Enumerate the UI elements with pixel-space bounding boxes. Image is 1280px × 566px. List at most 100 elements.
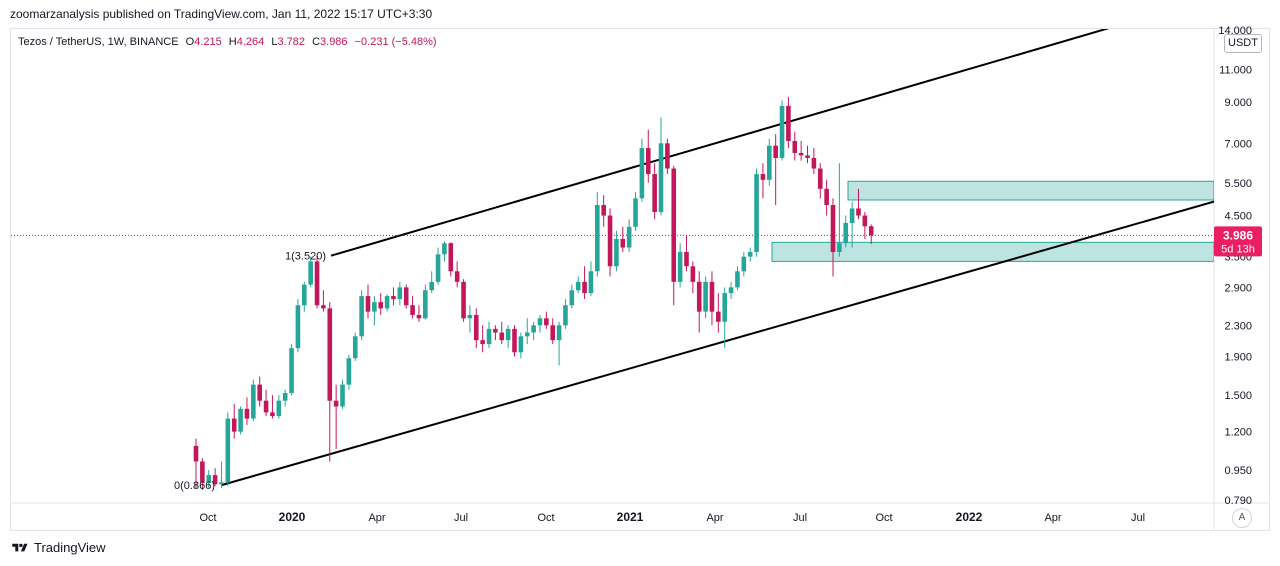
candle[interactable] bbox=[773, 134, 778, 206]
candle[interactable] bbox=[741, 252, 747, 277]
candle[interactable] bbox=[779, 100, 785, 161]
candle[interactable] bbox=[518, 332, 524, 359]
candle[interactable] bbox=[760, 163, 766, 199]
candle[interactable] bbox=[429, 271, 434, 294]
candle[interactable] bbox=[512, 325, 517, 357]
candle[interactable] bbox=[703, 276, 708, 319]
candle[interactable] bbox=[868, 224, 874, 244]
channel-lower-line[interactable] bbox=[221, 200, 1214, 486]
candle[interactable] bbox=[805, 145, 810, 164]
candle[interactable] bbox=[582, 266, 587, 300]
candle[interactable] bbox=[786, 96, 791, 149]
candle[interactable] bbox=[467, 305, 473, 333]
candle[interactable] bbox=[295, 299, 301, 353]
candle[interactable] bbox=[633, 191, 638, 231]
candle[interactable] bbox=[384, 294, 390, 312]
candle[interactable] bbox=[410, 296, 415, 319]
candle[interactable] bbox=[359, 290, 364, 341]
candle[interactable] bbox=[658, 117, 664, 216]
candle[interactable] bbox=[588, 261, 594, 297]
candle[interactable] bbox=[289, 344, 294, 396]
candle[interactable] bbox=[722, 287, 728, 349]
candle[interactable] bbox=[607, 208, 613, 277]
candle[interactable] bbox=[652, 163, 657, 220]
candle[interactable] bbox=[824, 179, 829, 216]
candle[interactable] bbox=[391, 287, 396, 306]
candle[interactable] bbox=[837, 163, 842, 257]
candle[interactable] bbox=[767, 138, 772, 186]
candle[interactable] bbox=[856, 188, 861, 220]
candle[interactable] bbox=[798, 141, 804, 161]
candle[interactable] bbox=[200, 458, 205, 490]
candle[interactable] bbox=[480, 325, 485, 353]
candle[interactable] bbox=[556, 321, 562, 366]
candle[interactable] bbox=[454, 261, 460, 288]
candle[interactable] bbox=[811, 148, 817, 175]
candle[interactable] bbox=[493, 325, 498, 341]
candle[interactable] bbox=[575, 276, 581, 294]
candle[interactable] bbox=[219, 461, 224, 489]
candle[interactable] bbox=[862, 211, 868, 239]
candle[interactable] bbox=[442, 241, 447, 262]
candle[interactable] bbox=[626, 219, 632, 253]
candle[interactable] bbox=[321, 290, 326, 312]
candle[interactable] bbox=[378, 293, 384, 315]
candle[interactable] bbox=[709, 271, 715, 326]
candle[interactable] bbox=[308, 256, 313, 288]
candle[interactable] bbox=[690, 261, 696, 294]
candle[interactable] bbox=[461, 279, 466, 322]
candle[interactable] bbox=[537, 314, 543, 333]
currency-button[interactable]: USDT bbox=[1224, 34, 1262, 53]
candle[interactable] bbox=[620, 226, 626, 253]
candle[interactable] bbox=[193, 438, 199, 489]
candle[interactable] bbox=[333, 384, 339, 449]
candle[interactable] bbox=[423, 284, 428, 320]
candle[interactable] bbox=[747, 247, 753, 262]
candle[interactable] bbox=[257, 376, 262, 407]
auto-scale-button[interactable]: A bbox=[1232, 508, 1252, 528]
candle[interactable] bbox=[849, 201, 855, 248]
candle[interactable] bbox=[684, 234, 689, 272]
candle[interactable] bbox=[231, 404, 237, 439]
candle[interactable] bbox=[830, 198, 836, 277]
candle[interactable] bbox=[435, 247, 441, 285]
candle[interactable] bbox=[677, 243, 683, 288]
candle[interactable] bbox=[595, 191, 600, 277]
candle[interactable] bbox=[365, 284, 371, 319]
candle[interactable] bbox=[372, 296, 377, 326]
candle[interactable] bbox=[524, 318, 530, 345]
candle[interactable] bbox=[499, 321, 505, 345]
candle[interactable] bbox=[314, 255, 320, 309]
candle[interactable] bbox=[716, 293, 721, 333]
support-resistance-zone[interactable] bbox=[771, 241, 1214, 262]
candle[interactable] bbox=[639, 138, 645, 202]
candle[interactable] bbox=[614, 230, 619, 272]
candle[interactable] bbox=[817, 163, 823, 199]
channel-upper-line[interactable] bbox=[330, 24, 1122, 257]
candle[interactable] bbox=[340, 379, 345, 409]
candle[interactable] bbox=[212, 468, 218, 487]
candle[interactable] bbox=[843, 215, 849, 248]
candle[interactable] bbox=[276, 395, 282, 419]
candle[interactable] bbox=[346, 354, 352, 390]
candle[interactable] bbox=[238, 406, 243, 435]
candle[interactable] bbox=[754, 168, 759, 257]
candle[interactable] bbox=[397, 281, 403, 306]
candle[interactable] bbox=[505, 325, 511, 349]
candle[interactable] bbox=[735, 266, 740, 291]
candle[interactable] bbox=[665, 138, 670, 175]
candle[interactable] bbox=[251, 379, 256, 422]
candle[interactable] bbox=[792, 132, 798, 161]
candle[interactable] bbox=[244, 397, 250, 425]
symbol-legend[interactable]: Tezos / TetherUS, 1W, BINANCE O4.215 H4.… bbox=[18, 36, 437, 48]
candle[interactable] bbox=[225, 412, 231, 487]
candle[interactable] bbox=[448, 242, 454, 277]
candle[interactable] bbox=[282, 389, 288, 407]
candle[interactable] bbox=[671, 165, 677, 306]
candle[interactable] bbox=[486, 321, 492, 349]
candle[interactable] bbox=[569, 284, 575, 309]
candle[interactable] bbox=[352, 332, 358, 361]
candle[interactable] bbox=[416, 305, 422, 322]
candle[interactable] bbox=[563, 299, 568, 329]
